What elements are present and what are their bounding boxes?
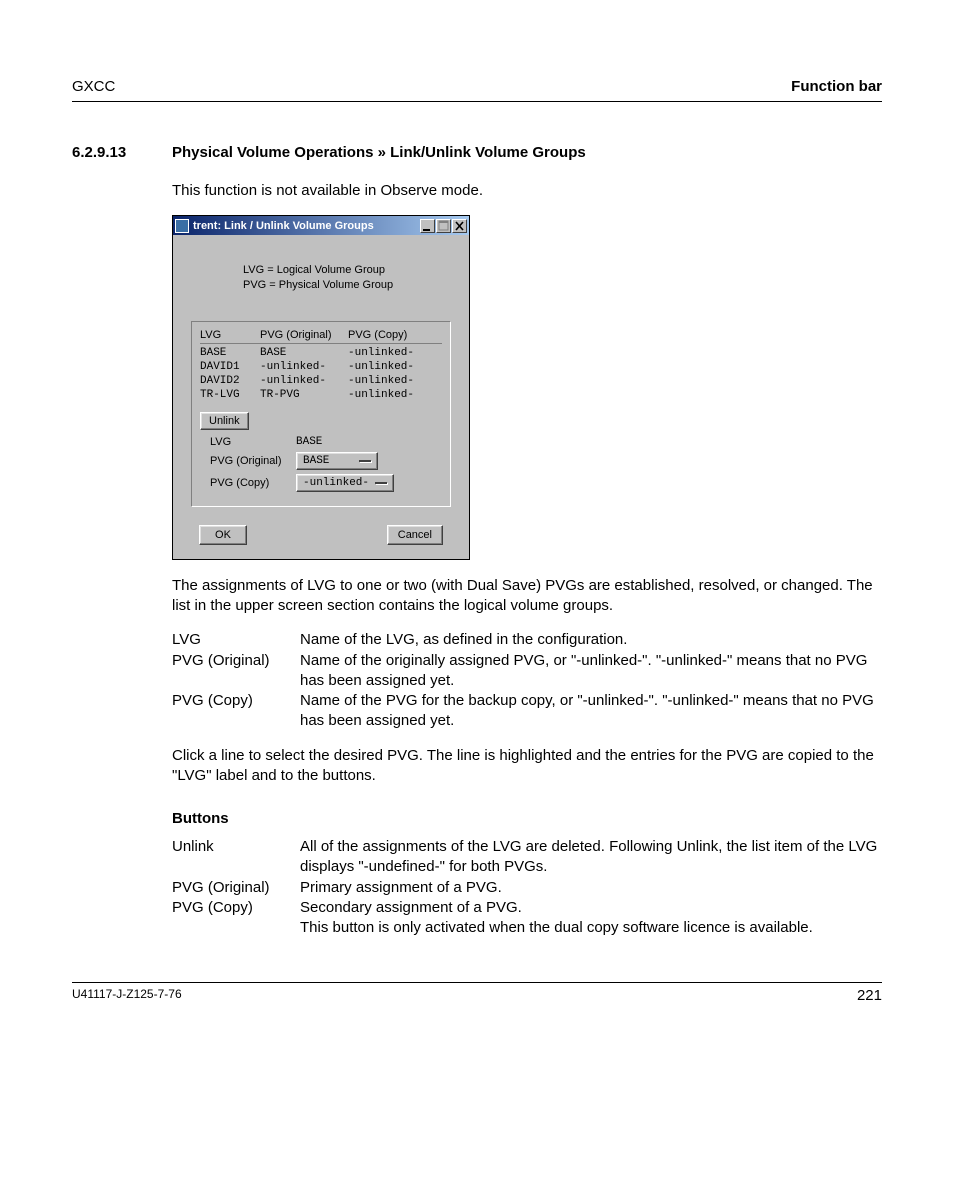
definition-term: PVG (Original) (172, 651, 300, 692)
cell-lvg: BASE (200, 347, 260, 359)
definition-row: PVG (Copy)Secondary assignment of a PVG.… (172, 898, 882, 939)
detail-copy-row: PVG (Copy) -unlinked- (210, 474, 442, 492)
cell-orig: -unlinked- (260, 361, 348, 373)
definition-desc: Secondary assignment of a PVG.This butto… (300, 898, 882, 939)
header-left: GXCC (72, 78, 115, 95)
section-title: Physical Volume Operations » Link/Unlink… (172, 144, 586, 161)
list-rows: BASEBASE-unlinked-DAVID1-unlinked--unlin… (200, 346, 442, 402)
cell-copy: -unlinked- (348, 389, 436, 401)
cell-orig: BASE (260, 347, 348, 359)
page-header: GXCC Function bar (72, 78, 882, 101)
dialog-body: LVG = Logical Volume Group PVG = Physica… (173, 235, 469, 559)
detail-lvg-label: LVG (210, 436, 296, 448)
buttons-heading: Buttons (172, 810, 882, 827)
definition-term: PVG (Original) (172, 878, 300, 898)
cell-orig: TR-PVG (260, 389, 348, 401)
ok-button[interactable]: OK (199, 525, 247, 545)
para-click: Click a line to select the desired PVG. … (172, 746, 882, 787)
definition-term: LVG (172, 630, 300, 650)
ok-cancel-row: OK Cancel (185, 525, 457, 545)
cell-copy: -unlinked- (348, 375, 436, 387)
definition-row: UnlinkAll of the assignments of the LVG … (172, 837, 882, 878)
header-right: Function bar (791, 78, 882, 95)
titlebar: trent: Link / Unlink Volume Groups (173, 216, 469, 235)
definition-row: PVG (Original)Name of the originally ass… (172, 651, 882, 692)
definition-term: PVG (Copy) (172, 898, 300, 939)
list-row[interactable]: BASEBASE-unlinked- (200, 346, 442, 360)
definition-desc: All of the assignments of the LVG are de… (300, 837, 882, 878)
list-row[interactable]: DAVID2-unlinked--unlinked- (200, 374, 442, 388)
window-title: trent: Link / Unlink Volume Groups (193, 220, 420, 232)
definition-row: LVGName of the LVG, as defined in the co… (172, 630, 882, 650)
dropdown-icon (359, 460, 371, 462)
definition-desc: Primary assignment of a PVG. (300, 878, 882, 898)
definition-row: PVG (Original)Primary assignment of a PV… (172, 878, 882, 898)
pvg-copy-button[interactable]: -unlinked- (296, 474, 394, 492)
window-buttons (420, 219, 467, 233)
cell-lvg: DAVID2 (200, 375, 260, 387)
legend: LVG = Logical Volume Group PVG = Physica… (243, 263, 399, 293)
legend-line-1: LVG = Logical Volume Group (243, 263, 399, 278)
cell-lvg: DAVID1 (200, 361, 260, 373)
definition-row: PVG (Copy)Name of the PVG for the backup… (172, 691, 882, 732)
definitions-1: LVGName of the LVG, as defined in the co… (172, 630, 882, 731)
cell-lvg: TR-LVG (200, 389, 260, 401)
definitions-2: UnlinkAll of the assignments of the LVG … (172, 837, 882, 938)
dropdown-icon (375, 482, 387, 484)
col-header-lvg: LVG (200, 329, 260, 341)
footer-rule (72, 982, 882, 983)
page: GXCC Function bar 6.2.9.13 Physical Volu… (0, 0, 954, 1044)
para-after-dialog: The assignments of LVG to one or two (wi… (172, 576, 882, 617)
legend-line-2: PVG = Physical Volume Group (243, 278, 399, 293)
cancel-button[interactable]: Cancel (387, 525, 443, 545)
list-header: LVG PVG (Original) PVG (Copy) (200, 328, 442, 344)
close-icon[interactable] (452, 219, 467, 233)
unlink-row: Unlink (200, 412, 442, 430)
definition-desc: Name of the PVG for the backup copy, or … (300, 691, 882, 732)
definition-term: Unlink (172, 837, 300, 878)
dialog-window: trent: Link / Unlink Volume Groups LVG =… (172, 215, 470, 560)
detail-orig-row: PVG (Original) BASE (210, 452, 442, 470)
list-group: LVG PVG (Original) PVG (Copy) BASEBASE-u… (191, 321, 451, 507)
list-row[interactable]: DAVID1-unlinked--unlinked- (200, 360, 442, 374)
footer-left: U41117-J-Z125-7-76 (72, 987, 182, 1004)
pvg-original-button[interactable]: BASE (296, 452, 378, 470)
pvg-copy-value: -unlinked- (303, 477, 369, 489)
definition-term: PVG (Copy) (172, 691, 300, 732)
list-row[interactable]: TR-LVGTR-PVG-unlinked- (200, 388, 442, 402)
definition-desc: Name of the originally assigned PVG, or … (300, 651, 882, 692)
minimize-icon[interactable] (420, 219, 435, 233)
cell-orig: -unlinked- (260, 375, 348, 387)
definition-desc: Name of the LVG, as defined in the confi… (300, 630, 882, 650)
header-rule (72, 101, 882, 102)
detail-lvg-row: LVG BASE (210, 436, 442, 448)
cell-copy: -unlinked- (348, 347, 436, 359)
app-icon (175, 219, 189, 233)
body-content: This function is not available in Observ… (172, 181, 882, 938)
detail-orig-label: PVG (Original) (210, 455, 296, 467)
col-header-orig: PVG (Original) (260, 329, 348, 341)
page-footer: U41117-J-Z125-7-76 221 (72, 987, 882, 1004)
page-number: 221 (857, 987, 882, 1004)
unlink-button[interactable]: Unlink (200, 412, 249, 430)
section-heading: 6.2.9.13 Physical Volume Operations » Li… (72, 144, 882, 161)
cell-copy: -unlinked- (348, 361, 436, 373)
pvg-original-value: BASE (303, 455, 329, 467)
detail-copy-label: PVG (Copy) (210, 477, 296, 489)
intro-line: This function is not available in Observ… (172, 181, 882, 201)
detail-lvg-value: BASE (296, 436, 322, 448)
col-header-copy: PVG (Copy) (348, 329, 436, 341)
section-number: 6.2.9.13 (72, 144, 172, 161)
maximize-icon (436, 219, 451, 233)
